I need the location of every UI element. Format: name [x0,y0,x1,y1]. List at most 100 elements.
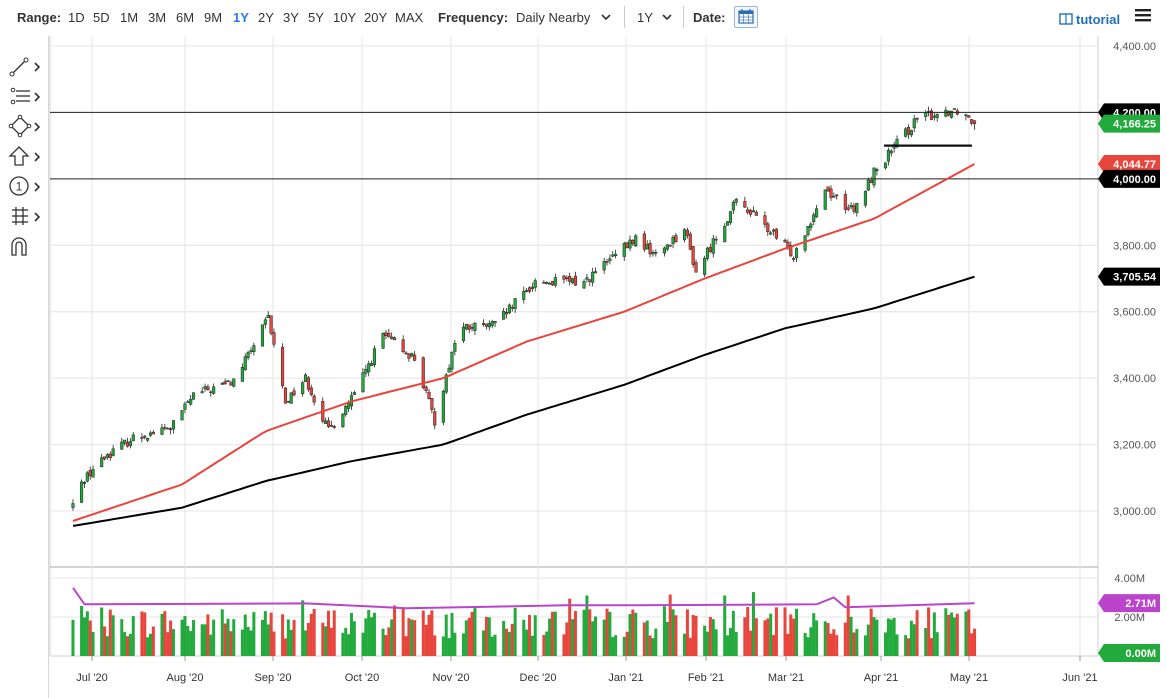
volume-bar [347,634,351,656]
candle-body [128,441,132,446]
range-5y[interactable]: 5Y [308,10,324,25]
volume-bar [892,617,896,656]
range-1m[interactable]: 1M [120,10,139,25]
hamburger-menu-icon[interactable] [1135,8,1151,25]
candle-body [352,392,356,395]
volume-bar [246,626,250,656]
volume-bar [645,620,649,656]
candle-body [611,254,615,257]
candle-body [691,246,695,265]
frequency-select[interactable]: Daily Nearby [516,10,591,25]
frequency-chevron-down-icon[interactable] [601,12,611,24]
candle-body [950,110,954,118]
price-y-tick-label: 4,400.00 [1113,41,1156,53]
volume-bar [80,605,84,656]
volume-bar [906,638,910,656]
range-5d[interactable]: 5D [93,10,110,25]
candle-body [160,427,164,435]
volume-bar [387,627,391,656]
candle-body [180,410,184,421]
range-9m[interactable]: 9M [204,10,223,25]
volume-bar [970,633,974,656]
candle-body [634,235,638,247]
range-6m[interactable]: 6M [176,10,195,25]
volume-bar [206,614,210,656]
range-20y[interactable]: 20Y [364,10,388,25]
candle-body [507,304,511,314]
range-3y[interactable]: 3Y [283,10,299,25]
candle-body [473,323,477,331]
candle-body [240,367,244,382]
volume-bar [186,625,190,656]
candle-body [651,252,655,255]
candle-body [387,333,391,338]
candle-body [886,149,890,162]
volume-bar [688,637,692,656]
volume-bar [731,610,735,656]
trendline-tool-button[interactable] [8,54,44,80]
candle-body [341,413,345,428]
candle-body [703,257,707,275]
candle-body [424,386,428,391]
volume-bar [461,633,465,656]
volume-bar [131,616,135,656]
volume-bar [249,630,253,656]
period-chevron-down-icon[interactable] [662,12,672,24]
magnet-tool-button[interactable] [8,234,44,260]
volume-bar [950,612,954,656]
range-10y[interactable]: 10Y [333,10,357,25]
annotation-tool-button[interactable]: 1 [8,174,44,200]
candle-body [421,357,425,388]
volume-bar [588,609,592,656]
volume-bar [823,621,827,656]
candle-body [772,229,776,232]
candle-body [441,390,445,423]
calendar-button[interactable] [734,6,758,28]
candle-body [344,405,348,415]
candle-body [708,246,712,253]
candle-body [312,395,316,403]
range-max[interactable]: MAX [395,10,424,25]
candle-body [361,372,365,392]
volume-bar [967,609,971,656]
shape-tool-button[interactable] [8,114,44,140]
volume-bar [935,632,939,656]
arrow-tool-button[interactable] [8,144,44,170]
volume-bar [505,628,509,656]
measure-tool-button[interactable] [8,204,44,230]
candle-body [487,323,491,328]
volume-bar [82,617,86,656]
period-select[interactable]: 1Y [637,10,653,25]
volume-bar [734,631,738,656]
candle-body [746,209,750,213]
volume-bar [444,614,448,656]
volume-bar [964,611,968,656]
volume-bar [754,618,758,656]
volume-bar [855,629,859,656]
volume-bar [772,635,776,656]
grid-layer [49,36,1099,657]
candle-body [967,115,971,118]
fibonacci-tool-button[interactable] [8,84,44,110]
candle-body [467,324,471,330]
fibonacci-icon [10,87,41,105]
range-2y[interactable]: 2Y [258,10,274,25]
tutorial-book-icon[interactable] [1059,12,1073,29]
tutorial-link[interactable]: tutorial [1076,12,1121,27]
volume-bar [166,632,170,656]
x-tick-label: Jul '20 [76,672,107,684]
price-tag-level-text: 4,000.00 [1113,174,1156,186]
candle-body [863,191,867,206]
range-1y[interactable]: 1Y [233,10,249,25]
candle-body [146,438,150,441]
candle-body [143,435,147,438]
candle-body [648,242,652,255]
volume-bar [783,607,787,656]
candle-body [381,332,385,349]
volume-bar [685,609,689,656]
range-3m[interactable]: 3M [148,10,167,25]
range-1d[interactable]: 1D [68,10,85,25]
volume-bar [792,618,796,656]
candle-body [220,382,224,385]
